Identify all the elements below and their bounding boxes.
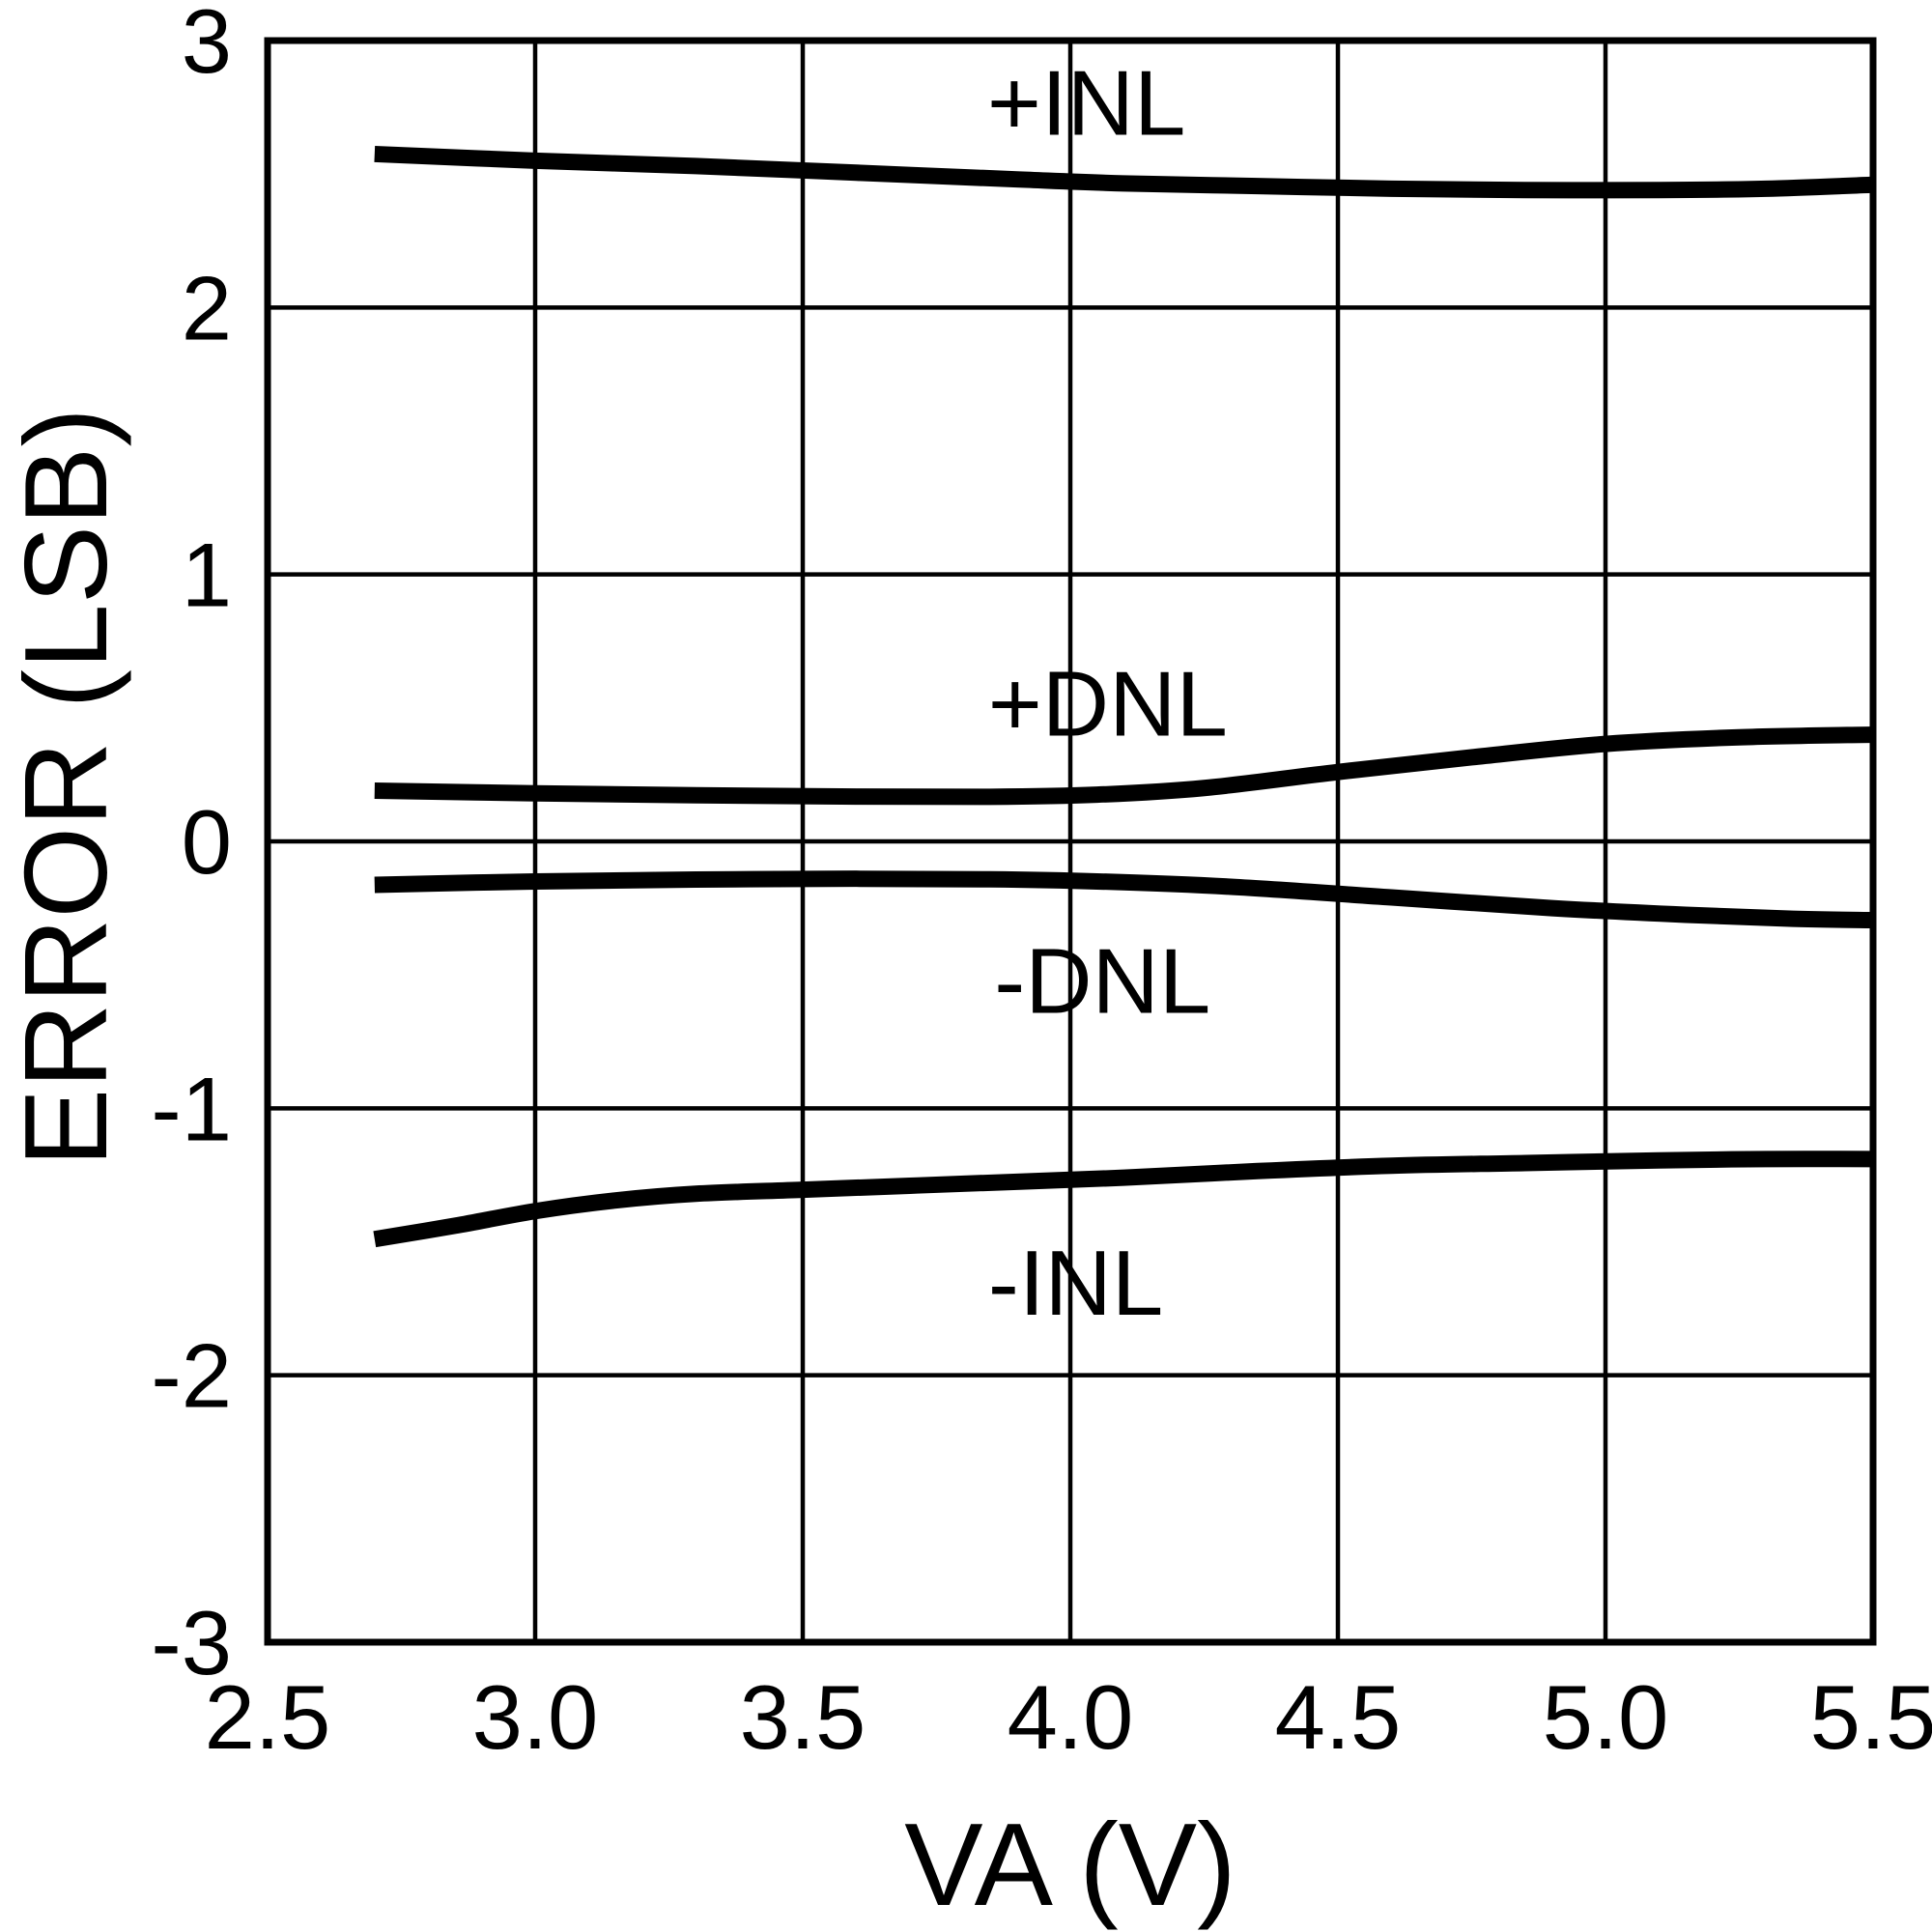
curve-plusminus-dnl — [374, 725, 1874, 806]
y-tick-label: 2 — [182, 257, 232, 358]
x-tick-label: 4.0 — [1008, 1666, 1134, 1768]
x-tick-label: 5.0 — [1543, 1666, 1669, 1768]
curve-label-minus-inl: -INL — [988, 1232, 1163, 1335]
x-axis-title: VA (V) — [904, 1799, 1236, 1930]
x-tick-label: 3.5 — [740, 1666, 867, 1768]
curve-labels: +INL +DNL -DNL -INL — [987, 52, 1228, 1335]
plot-frame — [264, 37, 1877, 1646]
y-tick-labels: 3 2 1 0 -1 -2 -3 — [151, 0, 232, 1693]
y-tick-label: 0 — [182, 791, 232, 893]
x-tick-label: 3.0 — [472, 1666, 599, 1768]
curve-label-plusminus-inl: +INL — [987, 52, 1185, 156]
y-axis-title: ERROR (LSB) — [0, 408, 131, 1167]
x-tick-label: 5.5 — [1810, 1666, 1932, 1768]
curve-plusminus-inl — [374, 145, 1874, 199]
y-tick-label: 3 — [182, 0, 232, 92]
curve-minus-inl — [373, 1151, 1874, 1248]
curve-label-plusminus-dnl: +DNL — [988, 652, 1228, 755]
y-tick-label: -3 — [151, 1592, 232, 1693]
x-tick-label: 4.5 — [1275, 1666, 1402, 1768]
y-tick-label: -2 — [151, 1325, 232, 1427]
curves — [373, 145, 1874, 1248]
gridlines — [268, 41, 1873, 1642]
curve-label-minus-dnl: -DNL — [994, 930, 1210, 1034]
x-tick-labels: 2.5 3.0 3.5 4.0 4.5 5.0 5.5 — [205, 1666, 1932, 1768]
curve-minus-dnl — [374, 870, 1874, 929]
x-tick-label: 2.5 — [205, 1666, 331, 1768]
y-tick-label: -1 — [151, 1058, 232, 1159]
y-tick-label: 1 — [182, 525, 232, 626]
